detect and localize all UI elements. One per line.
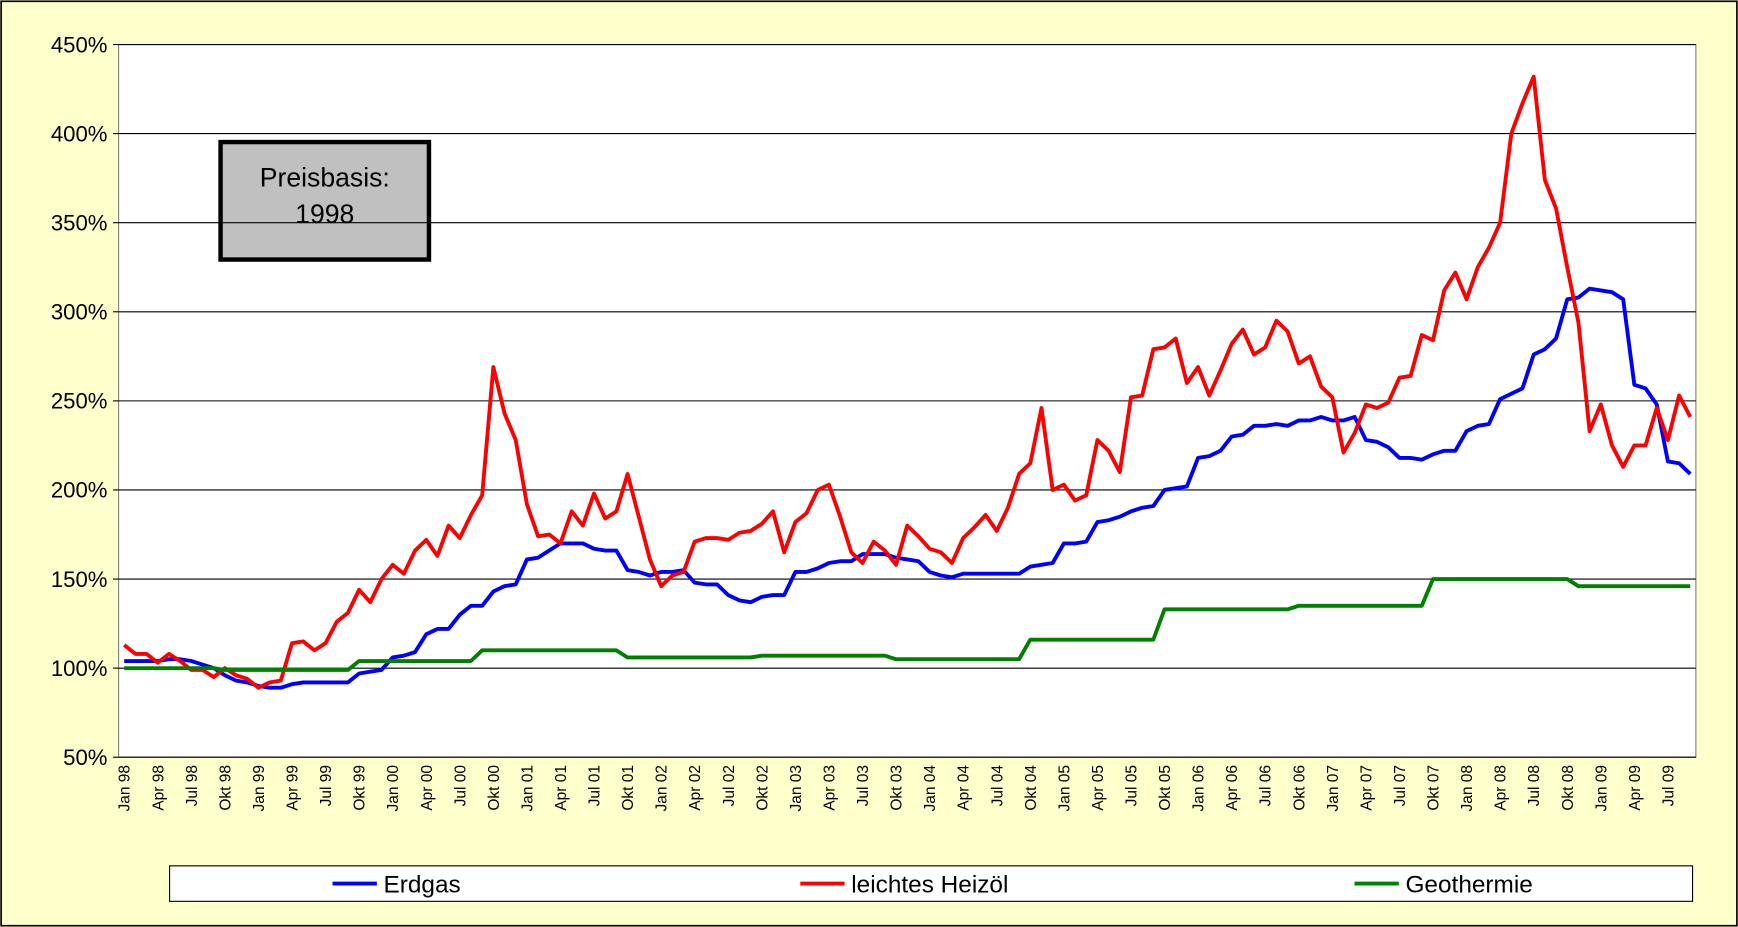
x-tick-label: Apr 06 xyxy=(1224,765,1241,811)
x-tick-label: Okt 06 xyxy=(1291,765,1308,811)
legend xyxy=(169,865,1694,902)
x-tick-label: Okt 98 xyxy=(217,765,234,811)
x-tick-label: Jul 06 xyxy=(1258,765,1275,806)
x-tick-label: Jul 09 xyxy=(1660,765,1677,806)
x-tick-label: Apr 00 xyxy=(419,765,436,811)
x-tick-label: Apr 08 xyxy=(1493,765,1510,811)
x-tick-label: Okt 04 xyxy=(1023,765,1040,811)
x-tick-label: Jan 98 xyxy=(117,765,134,812)
x-tick-label: Apr 99 xyxy=(285,765,302,811)
x-tick-label: Jul 04 xyxy=(989,765,1006,807)
series-line xyxy=(122,74,1693,690)
y-tick-label: 300% xyxy=(51,300,108,325)
x-tick-label: Jul 01 xyxy=(587,765,604,806)
x-tick-label: Jul 03 xyxy=(855,765,872,806)
x-tick-label: Jul 07 xyxy=(1392,765,1409,806)
x-tick-label: Jan 05 xyxy=(1056,765,1073,812)
annotation-box xyxy=(218,139,432,262)
x-tick-label: Okt 05 xyxy=(1157,765,1174,811)
x-tick-label: Jul 05 xyxy=(1124,765,1141,806)
x-tick-label: Jul 00 xyxy=(452,765,469,807)
x-tick-label: Jul 02 xyxy=(721,765,738,806)
annotation: Preisbasis: xyxy=(260,162,390,192)
x-tick-label: Apr 05 xyxy=(1090,765,1107,811)
x-tick-label: Apr 09 xyxy=(1627,765,1644,811)
x-tick-label: Jan 99 xyxy=(251,765,268,812)
x-tick-label: Okt 03 xyxy=(889,765,906,811)
y-tick-label: 450% xyxy=(51,32,108,57)
x-tick-label: Okt 99 xyxy=(352,765,369,811)
y-tick-label: 50% xyxy=(63,745,107,770)
x-tick-label: Okt 02 xyxy=(754,765,771,811)
series-line xyxy=(124,577,1691,672)
y-tick-label: 350% xyxy=(51,210,108,235)
x-tick-label: Jan 03 xyxy=(788,765,805,812)
x-tick-label: Jan 07 xyxy=(1325,765,1342,812)
x-tick-label: Jul 08 xyxy=(1526,765,1543,806)
x-tick-label: Jan 04 xyxy=(922,765,939,812)
x-tick-label: Apr 98 xyxy=(150,765,167,811)
x-tick-label: Jul 98 xyxy=(184,765,201,806)
annotation: 1998 xyxy=(295,199,354,229)
x-tick-label: Okt 07 xyxy=(1426,765,1443,811)
x-tick-label: Jan 02 xyxy=(654,765,671,812)
series-line xyxy=(124,286,1692,690)
x-tick-label: Jan 09 xyxy=(1593,765,1610,812)
x-tick-label: Apr 01 xyxy=(553,765,570,811)
legend-label: leichtes Heizöl xyxy=(851,871,1008,898)
y-tick-label: 100% xyxy=(51,656,108,681)
x-tick-label: Apr 07 xyxy=(1358,765,1375,811)
x-tick-label: Jan 01 xyxy=(519,765,536,812)
x-tick-label: Okt 00 xyxy=(486,765,503,811)
x-tick-label: Okt 08 xyxy=(1560,765,1577,811)
y-tick-label: 200% xyxy=(51,478,108,503)
x-tick-label: Apr 03 xyxy=(821,765,838,811)
x-tick-label: Okt 01 xyxy=(620,765,637,811)
x-tick-label: Apr 02 xyxy=(687,765,704,811)
x-tick-label: Apr 04 xyxy=(956,765,973,811)
x-tick-label: Jul 99 xyxy=(318,765,335,806)
y-tick-label: 250% xyxy=(51,389,108,414)
y-tick-label: 150% xyxy=(51,567,108,592)
y-tick-label: 400% xyxy=(51,121,108,146)
x-tick-label: Jan 00 xyxy=(385,765,402,812)
x-tick-label: Jan 06 xyxy=(1191,765,1208,812)
x-tick-label: Jan 08 xyxy=(1459,765,1476,812)
legend-label: Erdgas xyxy=(384,871,461,898)
legend-label: Geothermie xyxy=(1405,871,1532,898)
